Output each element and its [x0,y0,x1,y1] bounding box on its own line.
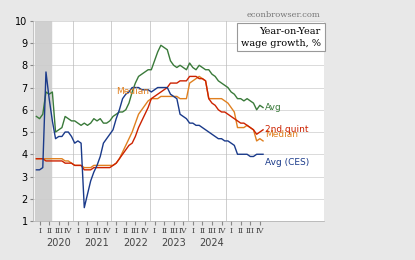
Text: 2nd quint: 2nd quint [265,125,308,134]
Text: 2022: 2022 [123,238,148,248]
Text: 2024: 2024 [200,238,225,248]
Text: Median: Median [265,130,298,139]
Text: Median: Median [116,87,149,96]
Text: econbrowser.com: econbrowser.com [247,11,321,19]
Text: Avg (CES): Avg (CES) [265,158,309,167]
Text: 2020: 2020 [46,238,71,248]
Text: Avg: Avg [265,103,281,112]
Text: 2023: 2023 [161,238,186,248]
Text: Year-on-Year
wage growth, %: Year-on-Year wage growth, % [241,27,321,48]
Text: 2021: 2021 [85,238,110,248]
Bar [35,21,51,221]
